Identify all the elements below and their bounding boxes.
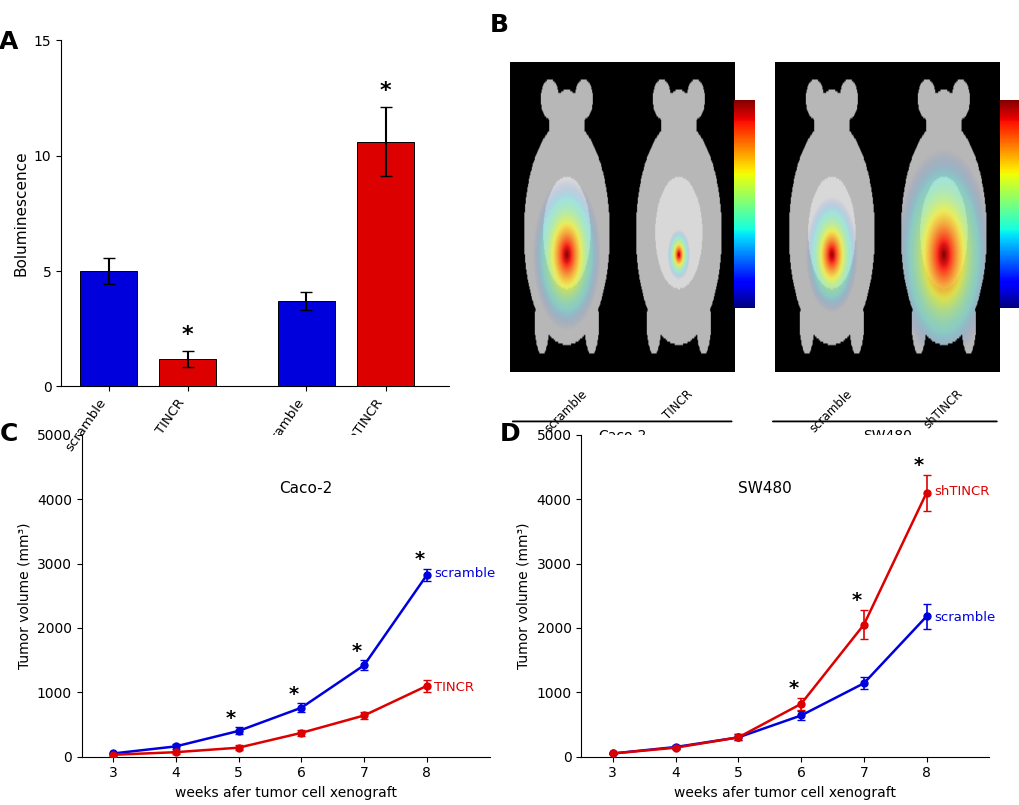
Text: scramble: scramble	[807, 387, 854, 435]
Text: scramble: scramble	[542, 387, 589, 435]
Text: D: D	[499, 422, 520, 446]
Text: *: *	[288, 685, 299, 704]
Text: *: *	[352, 642, 362, 661]
Text: *: *	[181, 325, 194, 345]
Bar	[81, 271, 137, 386]
Bar	[357, 142, 414, 386]
Text: scramble: scramble	[933, 611, 995, 624]
Text: shTINCR: shTINCR	[920, 387, 965, 431]
Text: *: *	[788, 679, 798, 698]
Text: Caco-2: Caco-2	[597, 429, 646, 444]
Text: *: *	[379, 81, 391, 101]
X-axis label: weeks afer tumor cell xenograft: weeks afer tumor cell xenograft	[674, 786, 896, 800]
Text: TINCR: TINCR	[660, 387, 695, 422]
Y-axis label: Tumor volume (mm³): Tumor volume (mm³)	[517, 522, 531, 669]
Text: shTINCR: shTINCR	[933, 485, 988, 497]
Text: *: *	[225, 709, 235, 728]
Text: Caco-2: Caco-2	[279, 481, 332, 496]
Y-axis label: Tumor volume (mm³): Tumor volume (mm³)	[17, 522, 32, 669]
Text: scramble: scramble	[434, 568, 495, 580]
Text: Caco-2: Caco-2	[132, 507, 183, 522]
Text: A: A	[0, 30, 18, 54]
Text: *: *	[913, 456, 923, 475]
Text: SW480: SW480	[862, 429, 911, 444]
Text: *: *	[851, 592, 861, 610]
Text: SW480: SW480	[738, 481, 791, 496]
Text: TINCR: TINCR	[434, 681, 474, 694]
Bar	[277, 301, 334, 386]
X-axis label: weeks afer tumor cell xenograft: weeks afer tumor cell xenograft	[174, 786, 396, 800]
Text: B: B	[489, 13, 508, 37]
Y-axis label: Boluminescence: Boluminescence	[13, 151, 29, 276]
Bar	[159, 359, 216, 386]
Text: *: *	[414, 551, 424, 569]
Text: SW480: SW480	[322, 507, 374, 522]
Text: C: C	[0, 422, 18, 446]
